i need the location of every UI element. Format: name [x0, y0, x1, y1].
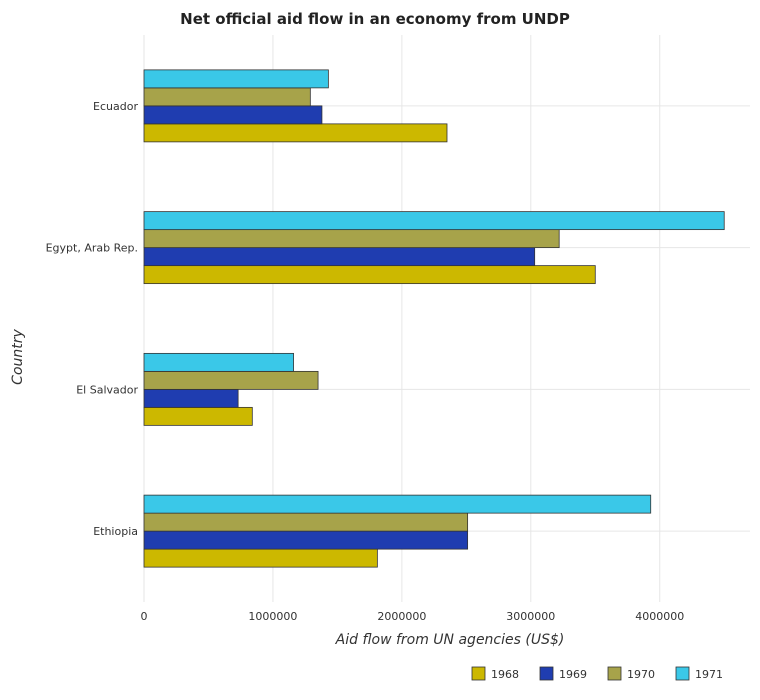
bar-1968	[143, 548, 378, 568]
legend-swatch	[471, 666, 486, 681]
legend-swatch	[607, 666, 622, 681]
legend-swatch	[675, 666, 690, 681]
legend-label: 1968	[491, 668, 519, 681]
legend-label: 1969	[559, 668, 587, 681]
y-axis-title: Country	[10, 328, 26, 384]
bar-1969	[143, 388, 239, 408]
y-axis-ticks: Ecuador Egypt, Arab Rep. El Salvador Ethiop…	[46, 100, 139, 538]
x-tick-label: 0	[141, 610, 148, 623]
bars	[143, 69, 725, 568]
bar-1969	[143, 105, 323, 125]
bar-1970	[143, 370, 319, 390]
bar-1970	[143, 87, 311, 107]
x-axis-ticks: 0 1000000 2000000 3000000 4000000	[141, 610, 685, 623]
x-tick-label: 1000000	[248, 610, 297, 623]
x-tick-label: 2000000	[377, 610, 426, 623]
x-tick-label: 4000000	[635, 610, 684, 623]
bar-1969	[143, 530, 469, 550]
bar-1968	[143, 406, 253, 426]
y-tick-label: Ethiopia	[93, 525, 138, 538]
bar-1971	[143, 211, 725, 231]
legend: 1968 1969 1970 1971	[471, 666, 723, 681]
legend-label: 1971	[695, 668, 723, 681]
bar-1971	[143, 69, 329, 89]
bar-1971	[143, 352, 294, 372]
bar-1969	[143, 247, 536, 267]
x-axis-title: Aid flow from UN agencies (US$)	[335, 632, 565, 648]
bar-1971	[143, 494, 652, 514]
bar-1968	[143, 265, 596, 285]
y-tick-label: El Salvador	[76, 383, 138, 396]
chart-title: Net official aid flow in an economy from…	[180, 10, 570, 28]
bar-1968	[143, 123, 448, 143]
legend-label: 1970	[627, 668, 655, 681]
bar-1970	[143, 229, 560, 249]
x-tick-label: 3000000	[506, 610, 555, 623]
y-tick-label: Ecuador	[93, 100, 138, 113]
legend-swatch	[539, 666, 554, 681]
bar-1970	[143, 512, 469, 532]
y-tick-label: Egypt, Arab Rep.	[46, 242, 138, 255]
